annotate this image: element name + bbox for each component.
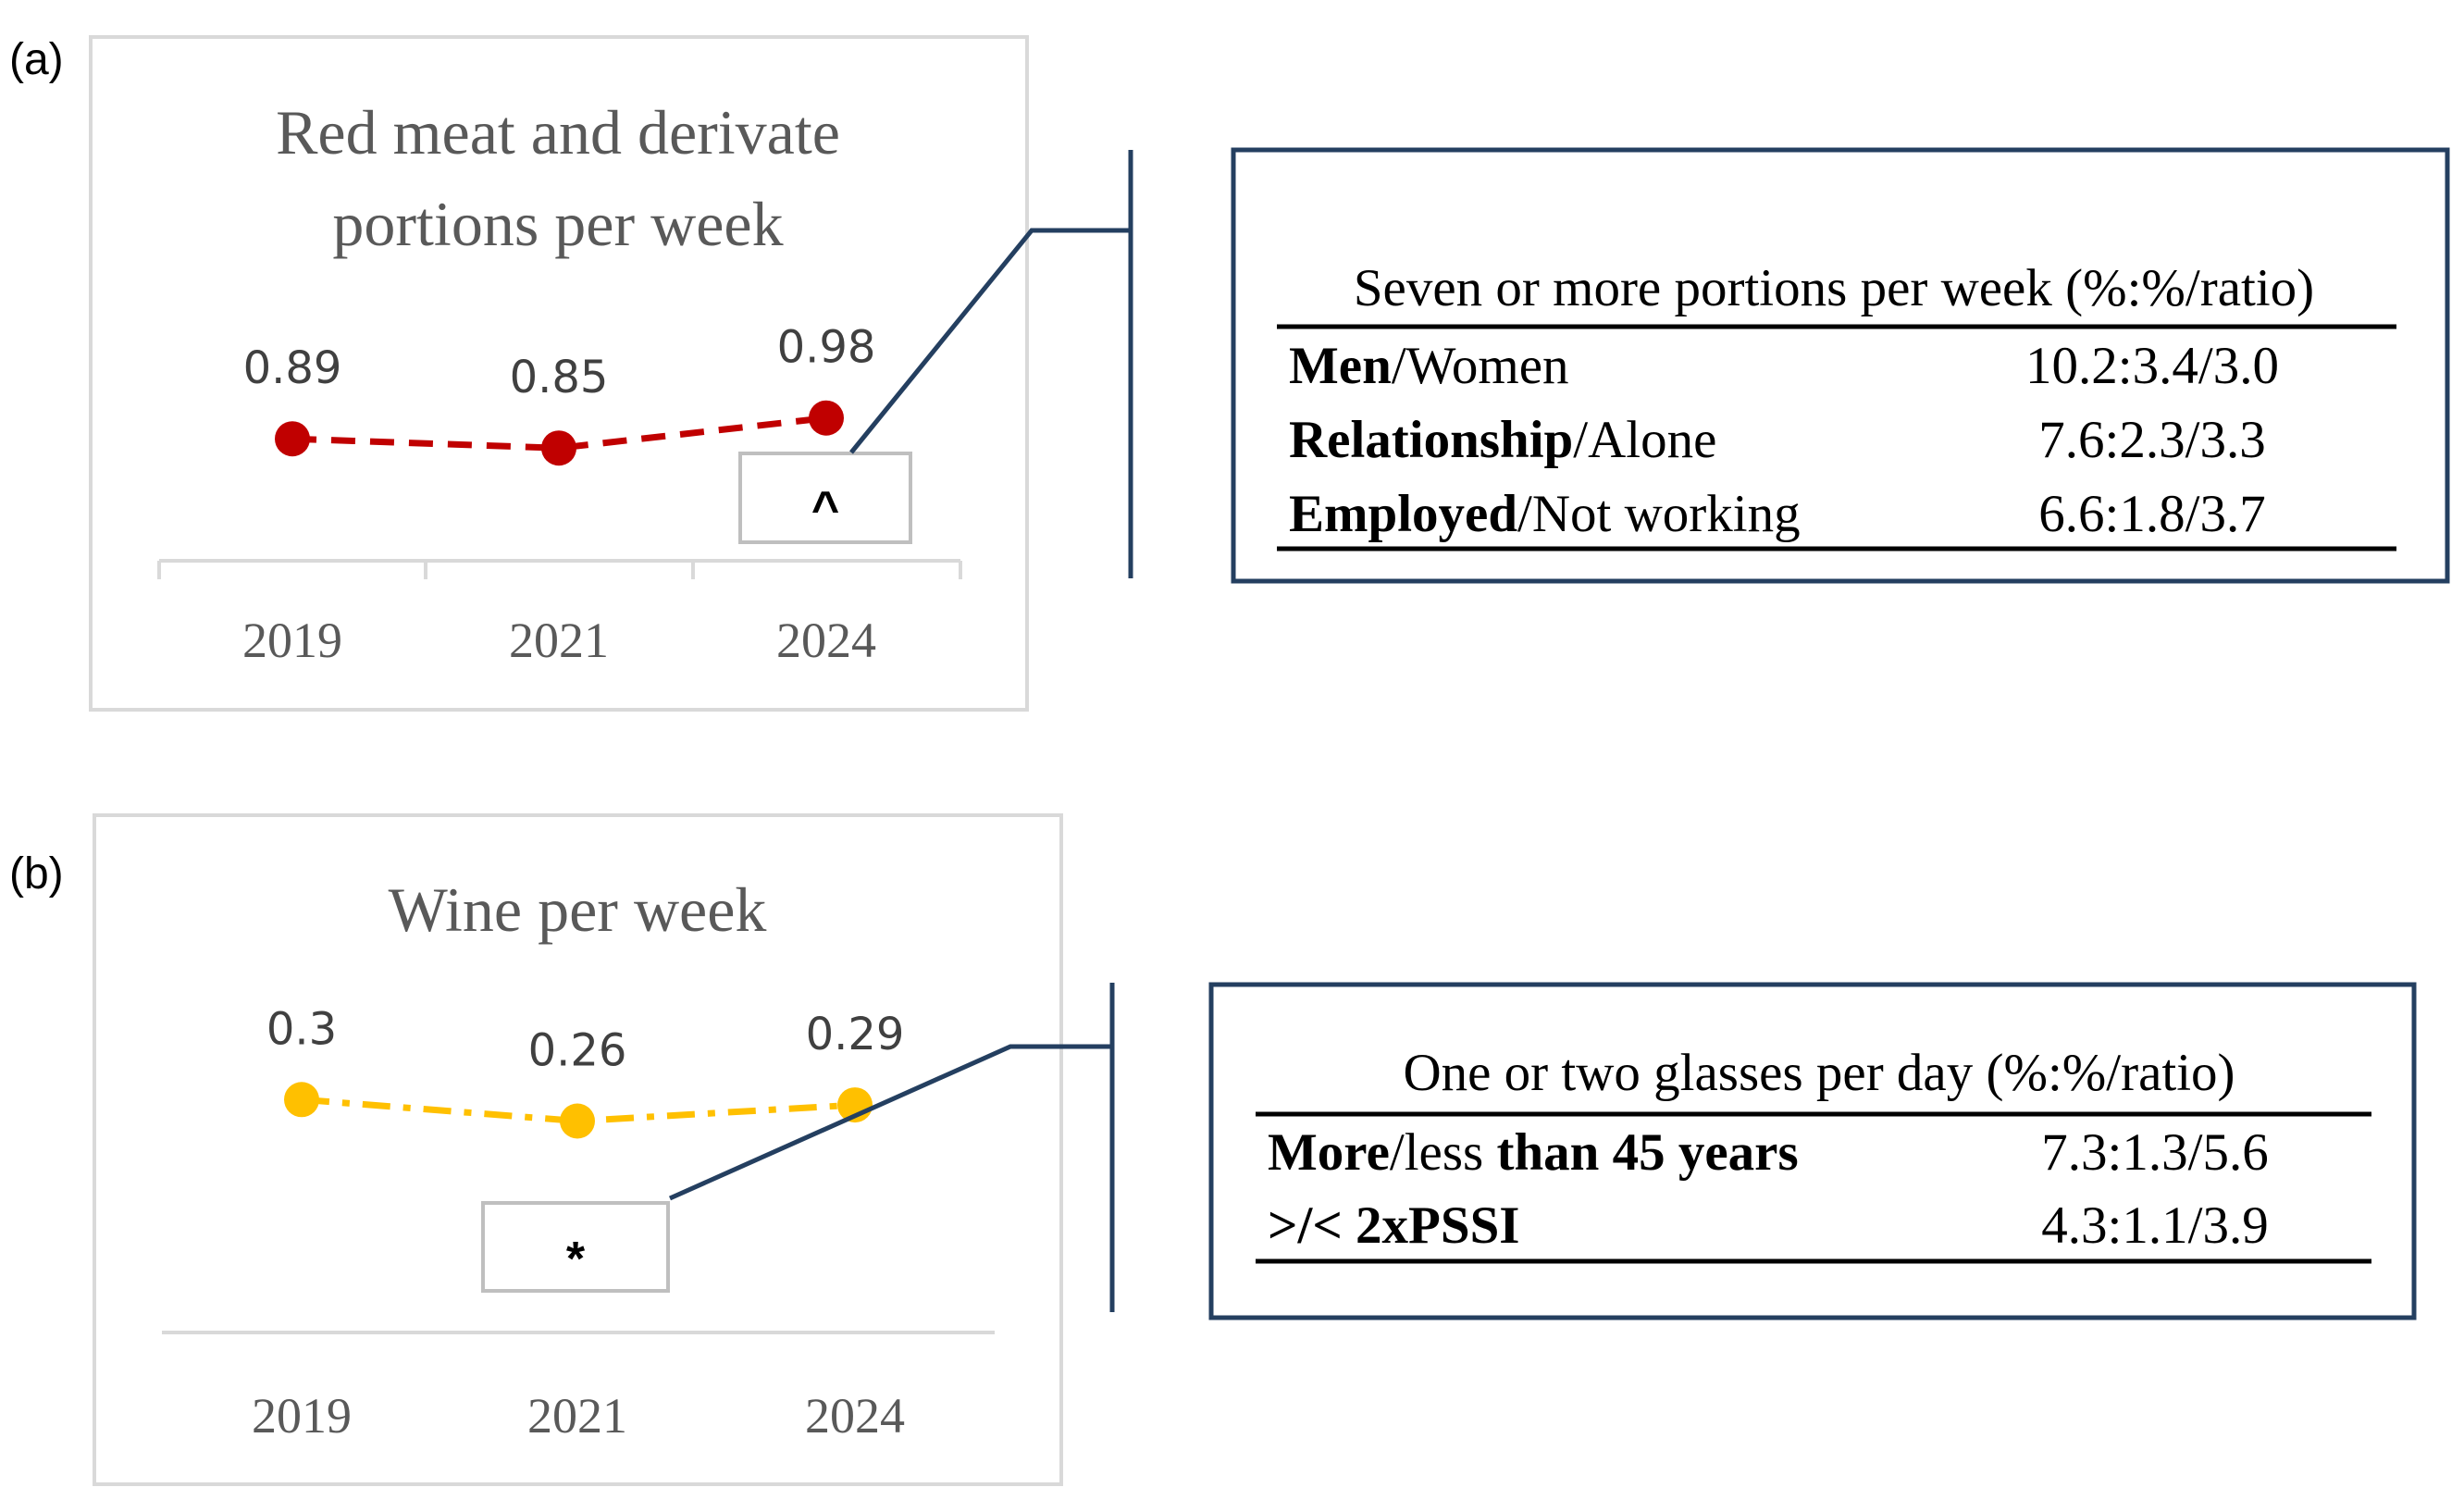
- table-a-row-3-label: Employed/Not working: [1289, 485, 1801, 543]
- table-a-row-1-bold: Men: [1289, 337, 1392, 395]
- chart-a-series: 0.89 0.85 0.98: [243, 322, 876, 466]
- table-a-header: Seven or more portions per week (%:%/rat…: [1354, 259, 2314, 317]
- chart-a-title-line-1: Red meat and derivate: [276, 97, 840, 167]
- table-b-row-2-value: 4.3:1.1/3.9: [2041, 1196, 2268, 1255]
- chart-b-frame: [93, 813, 1063, 1486]
- chart-a-point-2021: [541, 430, 576, 466]
- chart-b-title: Wine per week: [389, 874, 767, 945]
- chart-b-data-label-2024: 0.29: [806, 1009, 905, 1060]
- table-a-row-3-value: 6.6:1.8/3.7: [2038, 485, 2265, 543]
- table-a-row-2-label: Relationship/Alone: [1289, 411, 1716, 469]
- table-b-row-1-value: 7.3:1.3/5.6: [2041, 1123, 2268, 1182]
- chart-b-x-tick-2019: 2019: [252, 1388, 352, 1444]
- chart-a-x-tick-2024: 2024: [776, 613, 876, 668]
- chart-a-x-tick-2021: 2021: [509, 613, 609, 668]
- chart-a-data-label-2024: 0.98: [777, 322, 876, 374]
- chart-a-significance-box: [738, 452, 912, 544]
- chart-a-title-line-2: portions per week: [332, 189, 783, 259]
- table-a-row-3-rest: /Not working: [1517, 485, 1801, 543]
- chart-b-point-2021: [560, 1103, 595, 1139]
- table-b-header: One or two glasses per day (%:%/ratio): [1403, 1044, 2235, 1102]
- chart-b-significance-mark: *: [566, 1233, 586, 1286]
- table-a-row-2-rest: /Alone: [1573, 411, 1716, 469]
- table-b-row-1-label: More/less than 45 years: [1268, 1123, 1799, 1182]
- table-a-row-2-value: 7.6:2.3/3.3: [2038, 411, 2265, 469]
- table-a-row-1-rest: /Women: [1392, 337, 1569, 395]
- chart-a-data-label-2019: 0.89: [243, 342, 342, 394]
- chart-a-x-tick-2019: 2019: [242, 613, 342, 668]
- table-a-row-2-bold: Relationship: [1289, 411, 1573, 469]
- panel-label-a: (a): [9, 35, 64, 84]
- chart-b-data-label-2021: 0.26: [528, 1025, 627, 1077]
- table-b-row-1-bold: More: [1268, 1123, 1390, 1182]
- chart-a-frame: [89, 35, 1029, 712]
- connector-a: [849, 228, 1131, 454]
- table-b-row-1-bold-2: than 45 years: [1496, 1123, 1798, 1182]
- table-a-row-1-value: 10.2:3.4/3.0: [2025, 337, 2279, 395]
- table-b-row-1-rest: /less: [1390, 1123, 1497, 1182]
- chart-a-data-label-2021: 0.85: [510, 352, 609, 403]
- chart-b-point-2019: [284, 1082, 319, 1118]
- chart-b-x-tick-2021: 2021: [527, 1388, 627, 1444]
- chart-a-significance-mark: ^: [811, 482, 839, 536]
- panel-label-b: (b): [9, 849, 64, 899]
- table-b-row-2-label: >/< 2xPSSI: [1268, 1196, 1519, 1255]
- chart-b-x-tick-2024: 2024: [805, 1388, 905, 1444]
- table-a-row-1-label: Men/Women: [1289, 337, 1569, 395]
- chart-a-point-2019: [275, 421, 310, 457]
- chart-a-series-line: [291, 415, 827, 452]
- table-a-frame: [1231, 147, 2450, 584]
- chart-b-significance-box: [481, 1201, 670, 1293]
- table-b-row-2-bold: >/< 2xPSSI: [1268, 1196, 1519, 1255]
- table-a-row-3-bold: Employed: [1289, 485, 1517, 543]
- connector-b: [668, 1044, 1112, 1201]
- chart-a-point-2024: [809, 400, 844, 436]
- chart-b-data-label-2019: 0.3: [266, 1003, 337, 1055]
